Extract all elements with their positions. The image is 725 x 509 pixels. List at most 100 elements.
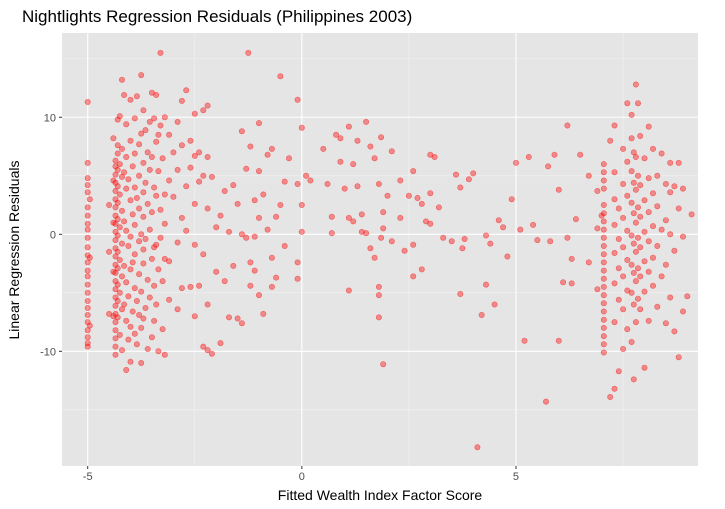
data-point [662,320,669,327]
data-point [114,281,121,288]
data-point [662,181,669,188]
data-point [226,228,233,235]
y-tick-label: 0 [50,229,56,241]
data-point [679,308,686,315]
data-point [116,256,123,263]
data-point [615,265,622,272]
data-point [600,243,607,250]
data-point [112,179,119,186]
data-point [204,154,211,161]
data-point [341,185,348,192]
data-point [624,100,631,107]
data-point [375,292,382,299]
data-point [161,114,168,121]
data-point [268,283,275,290]
data-point [294,275,301,282]
data-point [465,176,472,183]
data-point [125,176,132,183]
data-point [337,158,344,165]
data-point [110,177,117,184]
data-point [196,282,203,289]
data-point [273,274,280,281]
data-point [684,293,691,300]
data-point [440,234,447,241]
data-point [127,233,134,240]
data-point [234,200,241,207]
data-point [630,301,637,308]
data-point [142,179,149,186]
data-point [123,121,130,128]
data-point [131,184,138,191]
data-point [138,231,145,238]
data-point [153,92,160,99]
data-point [641,197,648,204]
data-point [611,169,618,176]
data-point [84,334,91,341]
data-point [504,253,511,260]
data-point [174,306,181,313]
data-point [667,189,674,196]
data-point [116,331,123,338]
data-point [106,202,113,209]
data-point [125,243,132,250]
data-point [114,199,121,206]
data-point [645,175,652,182]
data-point [221,188,228,195]
data-point [84,244,91,251]
data-point [123,366,130,373]
data-point [367,245,374,252]
data-point [234,315,241,322]
data-point [144,149,151,156]
data-point [247,143,254,150]
data-point [363,118,370,125]
data-point [84,297,91,304]
data-point [133,341,140,348]
data-point [675,354,682,361]
data-point [294,259,301,266]
data-point [634,204,641,211]
data-point [632,319,639,326]
data-point [84,311,91,318]
data-point [191,313,198,320]
data-point [628,111,635,118]
data-point [251,233,258,240]
data-point [634,100,641,107]
x-axis-title: Fitted Wealth Index Factor Score [278,487,483,503]
data-point [131,330,138,337]
data-point [116,191,123,198]
data-point [624,227,631,234]
data-point [217,340,224,347]
data-point [634,265,641,272]
data-point [517,226,524,233]
data-point [170,149,177,156]
data-point [153,192,160,199]
data-point [119,145,126,152]
data-point [178,214,185,221]
data-point [600,161,607,168]
data-point [634,295,641,302]
data-point [500,224,507,231]
data-point [123,185,130,192]
data-point [630,376,637,383]
data-point [632,154,639,161]
data-point [268,145,275,152]
data-point [112,335,119,342]
data-point [129,211,136,218]
data-point [358,211,365,218]
data-point [628,289,635,296]
data-point [367,143,374,150]
data-point [140,260,147,267]
data-point [401,247,408,254]
data-point [119,207,126,214]
data-point [86,254,93,261]
data-point [148,334,155,341]
data-point [86,196,93,203]
data-point [632,278,639,285]
data-point [600,292,607,299]
data-point [230,182,237,189]
data-point [129,308,136,315]
data-point [521,337,528,344]
data-point [119,76,126,83]
data-point [84,304,91,311]
data-point [611,280,618,287]
